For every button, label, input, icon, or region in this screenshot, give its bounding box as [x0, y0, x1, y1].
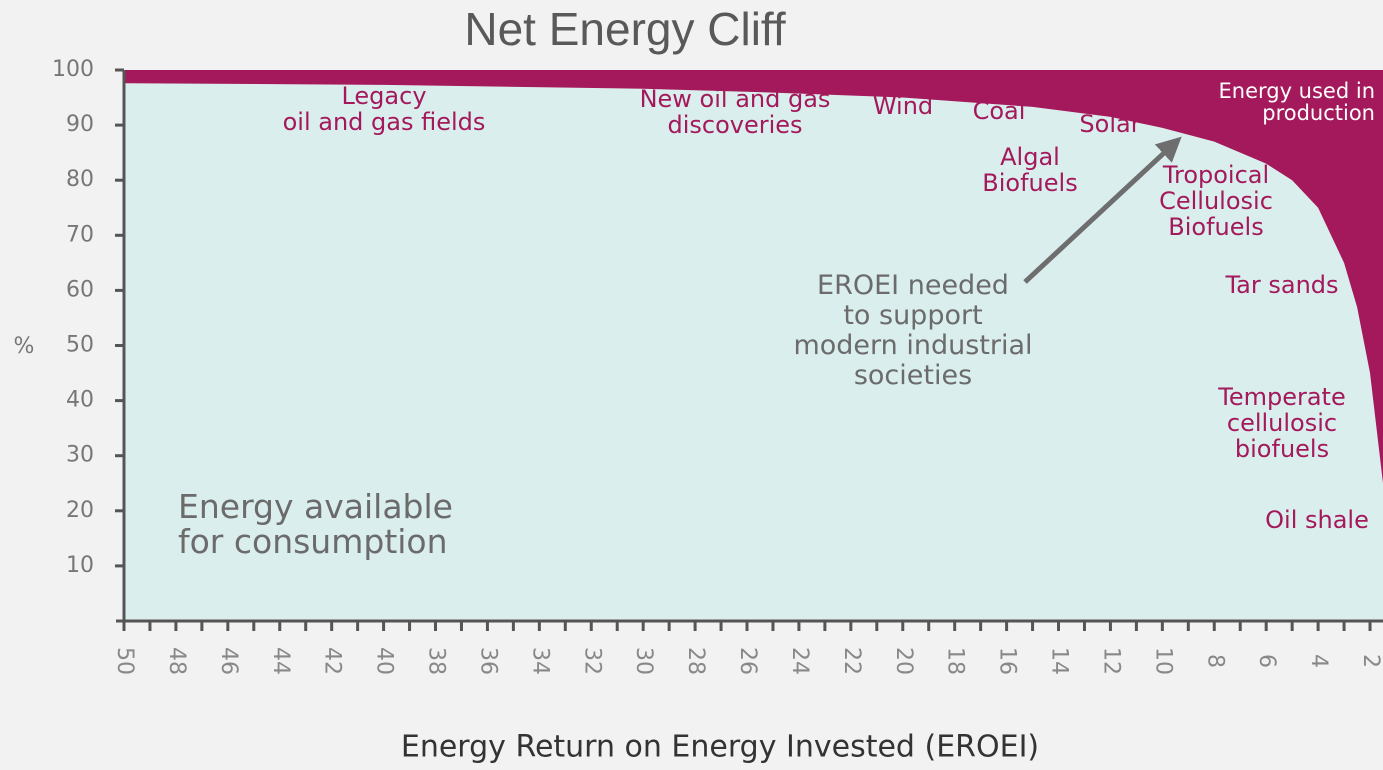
annotation: EROEI needed to support modern industrial s… [793, 270, 1032, 391]
y-tick-label: 50 [66, 333, 94, 358]
annotation-line: Tropoical [1162, 161, 1269, 189]
annotation-line: modern industrial [793, 330, 1032, 361]
series-label: Energy used in production [1218, 79, 1375, 126]
area-production [124, 70, 1383, 484]
y-tick-label: 70 [66, 222, 94, 247]
annotation: Wind [873, 92, 933, 120]
y-tick-label: 80 [66, 167, 94, 192]
x-tick-label: 6 [1254, 654, 1279, 668]
annotation-line: societies [854, 360, 972, 391]
annotation-line: cellulosic [1227, 409, 1337, 437]
annotation: Tropoical Cellulosic Biofuels [1159, 161, 1273, 241]
annotation-line: Cellulosic [1159, 187, 1273, 215]
annotation: New oil and gas discoveries [640, 85, 831, 139]
x-tick-label: 44 [268, 647, 293, 675]
annotation-line: Wind [873, 92, 933, 120]
x-tick-label: 38 [424, 647, 449, 675]
x-tick-label: 26 [735, 647, 760, 675]
x-tick-label: 40 [372, 647, 397, 675]
x-tick-label: 32 [579, 647, 604, 675]
annotation-line: biofuels [1235, 435, 1329, 463]
y-tick-label: 40 [66, 388, 94, 413]
x-tick-label: 48 [164, 647, 189, 675]
x-tick-label: 36 [475, 647, 500, 675]
annotation-line: Tar sands [1224, 271, 1338, 299]
x-tick-label: 28 [683, 647, 708, 675]
y-tick-label: 20 [66, 498, 94, 523]
annotation-line: discoveries [667, 111, 802, 139]
annotation: Temperate cellulosic biofuels [1217, 383, 1345, 463]
annotation-line: Oil shale [1265, 506, 1369, 534]
y-tick-label: 30 [66, 443, 94, 468]
x-tick-label: 34 [527, 647, 552, 675]
annotation: Coal [973, 97, 1026, 125]
annotation-line: EROEI needed [817, 270, 1009, 301]
y-tick-label: 100 [52, 57, 94, 82]
annotation-line: Solar [1079, 110, 1140, 138]
y-tick-label: 10 [66, 553, 94, 578]
annotation-line: oil and gas fields [283, 108, 486, 136]
x-tick-label: 2 [1358, 654, 1383, 668]
area-available [124, 83, 1383, 621]
x-tick-label: 24 [787, 647, 812, 675]
annotation-line: New oil and gas [640, 85, 831, 113]
annotation-line: Legacy [341, 82, 426, 110]
x-tick-label: 20 [891, 647, 916, 675]
annotation-line: Algal [1000, 143, 1060, 171]
x-tick-label: 30 [631, 647, 656, 675]
x-tick-label: 42 [320, 647, 345, 675]
annotation: Legacy oil and gas fields [283, 82, 486, 136]
annotation: Algal Biofuels [982, 143, 1077, 197]
arrow [1023, 136, 1182, 284]
series-label: Energy available for consumption [178, 487, 453, 561]
annotation-line: to support [843, 300, 982, 331]
x-tick-label: 22 [839, 647, 864, 675]
x-tick-label: 50 [112, 647, 137, 675]
x-tick-label: 4 [1306, 654, 1331, 668]
annotation: Solar [1079, 110, 1140, 138]
x-tick-label: 46 [216, 647, 241, 675]
x-axis-label: Energy Return on Energy Invested (EROEI) [401, 730, 1039, 765]
x-tick-label: 14 [1047, 647, 1072, 675]
annotation: Tar sands [1224, 271, 1338, 299]
chart-title: Net Energy Cliff [464, 3, 786, 55]
annotation-line: Biofuels [1168, 213, 1263, 241]
y-tick-label: 60 [66, 277, 94, 302]
x-tick-label: 8 [1202, 654, 1227, 668]
x-tick-label: 18 [943, 647, 968, 675]
x-tick-label: 12 [1098, 647, 1123, 675]
annotation-line: Temperate [1217, 383, 1345, 411]
y-axis-label: % [14, 334, 35, 359]
annotation: Oil shale [1265, 506, 1369, 534]
x-tick-label: 16 [995, 647, 1020, 675]
annotation-line: Biofuels [982, 169, 1077, 197]
y-tick-label: 90 [66, 112, 94, 137]
annotation-line: Coal [973, 97, 1026, 125]
x-tick-label: 10 [1150, 647, 1175, 675]
